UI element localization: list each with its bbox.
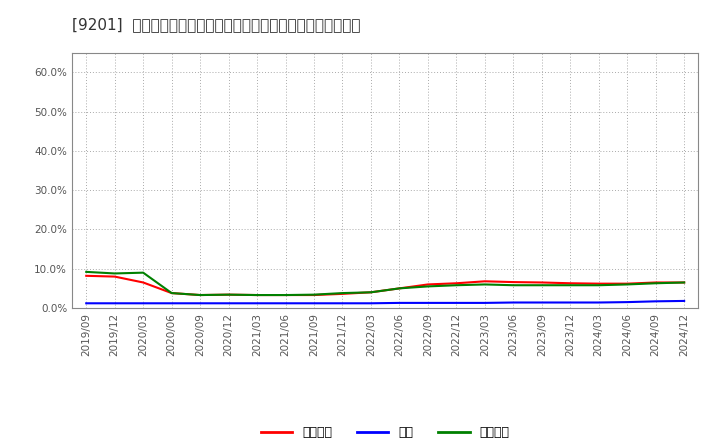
在庫 <box>167 301 176 306</box>
買入債務 <box>509 282 518 288</box>
買入債務 <box>452 282 461 288</box>
在庫 <box>253 301 261 306</box>
売上債権 <box>623 281 631 286</box>
売上債権 <box>680 280 688 285</box>
Legend: 売上債権, 在庫, 買入債務: 売上債権, 在庫, 買入債務 <box>256 422 515 440</box>
買入債務 <box>225 292 233 297</box>
在庫 <box>225 301 233 306</box>
買入債務 <box>253 293 261 298</box>
在庫 <box>196 301 204 306</box>
在庫 <box>566 300 575 305</box>
売上債権 <box>167 290 176 296</box>
買入債務 <box>366 290 375 295</box>
在庫 <box>509 300 518 305</box>
在庫 <box>338 301 347 306</box>
売上債権 <box>480 279 489 284</box>
在庫 <box>110 301 119 306</box>
売上債権 <box>452 281 461 286</box>
在庫 <box>652 299 660 304</box>
買入債務 <box>282 293 290 298</box>
売上債権 <box>196 293 204 298</box>
Line: 買入債務: 買入債務 <box>86 272 684 295</box>
在庫 <box>537 300 546 305</box>
在庫 <box>623 300 631 305</box>
Line: 売上債権: 売上債権 <box>86 276 684 295</box>
買入債務 <box>196 293 204 298</box>
買入債務 <box>139 270 148 275</box>
在庫 <box>595 300 603 305</box>
Text: [9201]  売上債権、在庫、買入債務の総資産に対する比率の推移: [9201] 売上債権、在庫、買入債務の総資産に対する比率の推移 <box>72 18 361 33</box>
買入債務 <box>395 286 404 291</box>
買入債務 <box>537 282 546 288</box>
売上債権 <box>366 290 375 295</box>
在庫 <box>366 301 375 306</box>
売上債権 <box>253 293 261 298</box>
売上債権 <box>537 280 546 285</box>
買入債務 <box>82 269 91 275</box>
買入債務 <box>680 280 688 285</box>
買入債務 <box>652 281 660 286</box>
売上債権 <box>566 281 575 286</box>
売上債権 <box>395 286 404 291</box>
買入債務 <box>423 284 432 289</box>
売上債権 <box>338 291 347 297</box>
売上債権 <box>509 279 518 285</box>
買入債務 <box>310 292 318 297</box>
在庫 <box>395 300 404 305</box>
売上債権 <box>282 293 290 298</box>
売上債権 <box>423 282 432 287</box>
買入債務 <box>338 290 347 296</box>
買入債務 <box>110 271 119 276</box>
在庫 <box>480 300 489 305</box>
売上債権 <box>652 280 660 285</box>
在庫 <box>423 300 432 305</box>
Line: 在庫: 在庫 <box>86 301 684 303</box>
在庫 <box>82 301 91 306</box>
在庫 <box>452 300 461 305</box>
買入債務 <box>167 290 176 296</box>
在庫 <box>139 301 148 306</box>
売上債権 <box>110 274 119 279</box>
売上債権 <box>225 292 233 297</box>
在庫 <box>680 298 688 304</box>
売上債権 <box>82 273 91 279</box>
売上債権 <box>310 293 318 298</box>
買入債務 <box>595 282 603 288</box>
売上債権 <box>595 281 603 286</box>
在庫 <box>282 301 290 306</box>
買入債務 <box>623 282 631 287</box>
売上債権 <box>139 280 148 285</box>
買入債務 <box>480 282 489 287</box>
在庫 <box>310 301 318 306</box>
買入債務 <box>566 282 575 288</box>
